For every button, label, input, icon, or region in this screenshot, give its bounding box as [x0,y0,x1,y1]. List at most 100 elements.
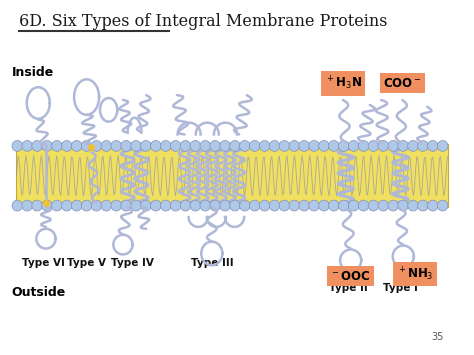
Circle shape [408,200,418,211]
Text: Outside: Outside [12,286,66,299]
Circle shape [289,200,300,211]
Circle shape [338,200,349,211]
Circle shape [111,141,121,151]
Text: Inside: Inside [12,66,54,79]
Circle shape [319,141,329,151]
Text: 6D. Six Types of Integral Membrane Proteins: 6D. Six Types of Integral Membrane Prote… [18,13,387,30]
Circle shape [388,141,399,151]
Circle shape [279,200,290,211]
Circle shape [160,141,171,151]
Text: Type I: Type I [383,283,418,293]
Circle shape [200,200,210,211]
Circle shape [180,141,191,151]
Circle shape [32,141,42,151]
Circle shape [358,200,369,211]
Circle shape [151,141,161,151]
Text: Type IV: Type IV [111,258,154,268]
Circle shape [170,141,181,151]
Circle shape [348,200,359,211]
Circle shape [249,200,260,211]
Circle shape [22,200,33,211]
Circle shape [348,141,359,151]
Circle shape [259,141,270,151]
Circle shape [52,141,62,151]
Circle shape [398,200,409,211]
Circle shape [289,141,300,151]
Circle shape [428,200,438,211]
Circle shape [388,200,399,211]
Text: $^-$OOC: $^-$OOC [330,269,371,283]
Circle shape [210,141,220,151]
Circle shape [368,200,379,211]
Circle shape [52,200,62,211]
Circle shape [42,200,52,211]
Circle shape [230,200,240,211]
Circle shape [12,141,23,151]
Circle shape [101,141,111,151]
Circle shape [309,141,319,151]
Circle shape [408,141,418,151]
Circle shape [22,141,33,151]
Circle shape [131,141,141,151]
Text: $^+$H$_3$N: $^+$H$_3$N [325,75,362,92]
Text: Type III: Type III [191,258,233,268]
Circle shape [72,141,82,151]
Circle shape [111,200,121,211]
Circle shape [42,141,52,151]
Circle shape [438,141,448,151]
Circle shape [378,141,389,151]
Circle shape [141,141,151,151]
Circle shape [338,141,349,151]
Text: Type V: Type V [67,258,106,268]
Circle shape [230,141,240,151]
Circle shape [239,141,250,151]
Circle shape [72,200,82,211]
Circle shape [368,141,379,151]
Circle shape [141,200,151,211]
Circle shape [151,200,161,211]
Circle shape [81,200,92,211]
Text: COO$^-$: COO$^-$ [383,77,421,90]
Circle shape [358,141,369,151]
Text: Type VI: Type VI [22,258,65,268]
Circle shape [428,141,438,151]
Circle shape [328,200,339,211]
Circle shape [210,200,220,211]
Circle shape [418,200,428,211]
Circle shape [299,200,310,211]
Circle shape [91,200,102,211]
Circle shape [190,141,201,151]
Circle shape [62,200,72,211]
Bar [17,144,448,207]
Circle shape [170,200,181,211]
Circle shape [32,200,42,211]
Circle shape [81,141,92,151]
Circle shape [269,200,280,211]
Circle shape [378,200,389,211]
Circle shape [319,200,329,211]
Circle shape [121,200,131,211]
Circle shape [279,141,290,151]
Circle shape [299,141,310,151]
Circle shape [309,200,319,211]
Text: Type II: Type II [329,283,367,293]
Circle shape [418,141,428,151]
Circle shape [121,141,131,151]
Text: $^+$NH$_3$: $^+$NH$_3$ [397,266,433,283]
Circle shape [259,200,270,211]
Text: 35: 35 [431,332,444,342]
Circle shape [131,200,141,211]
Circle shape [269,141,280,151]
Circle shape [91,141,102,151]
Circle shape [239,200,250,211]
Circle shape [398,141,409,151]
Circle shape [249,141,260,151]
Circle shape [200,141,210,151]
Circle shape [62,141,72,151]
Circle shape [328,141,339,151]
Circle shape [438,200,448,211]
Circle shape [12,200,23,211]
Circle shape [160,200,171,211]
Circle shape [220,141,230,151]
Circle shape [190,200,201,211]
